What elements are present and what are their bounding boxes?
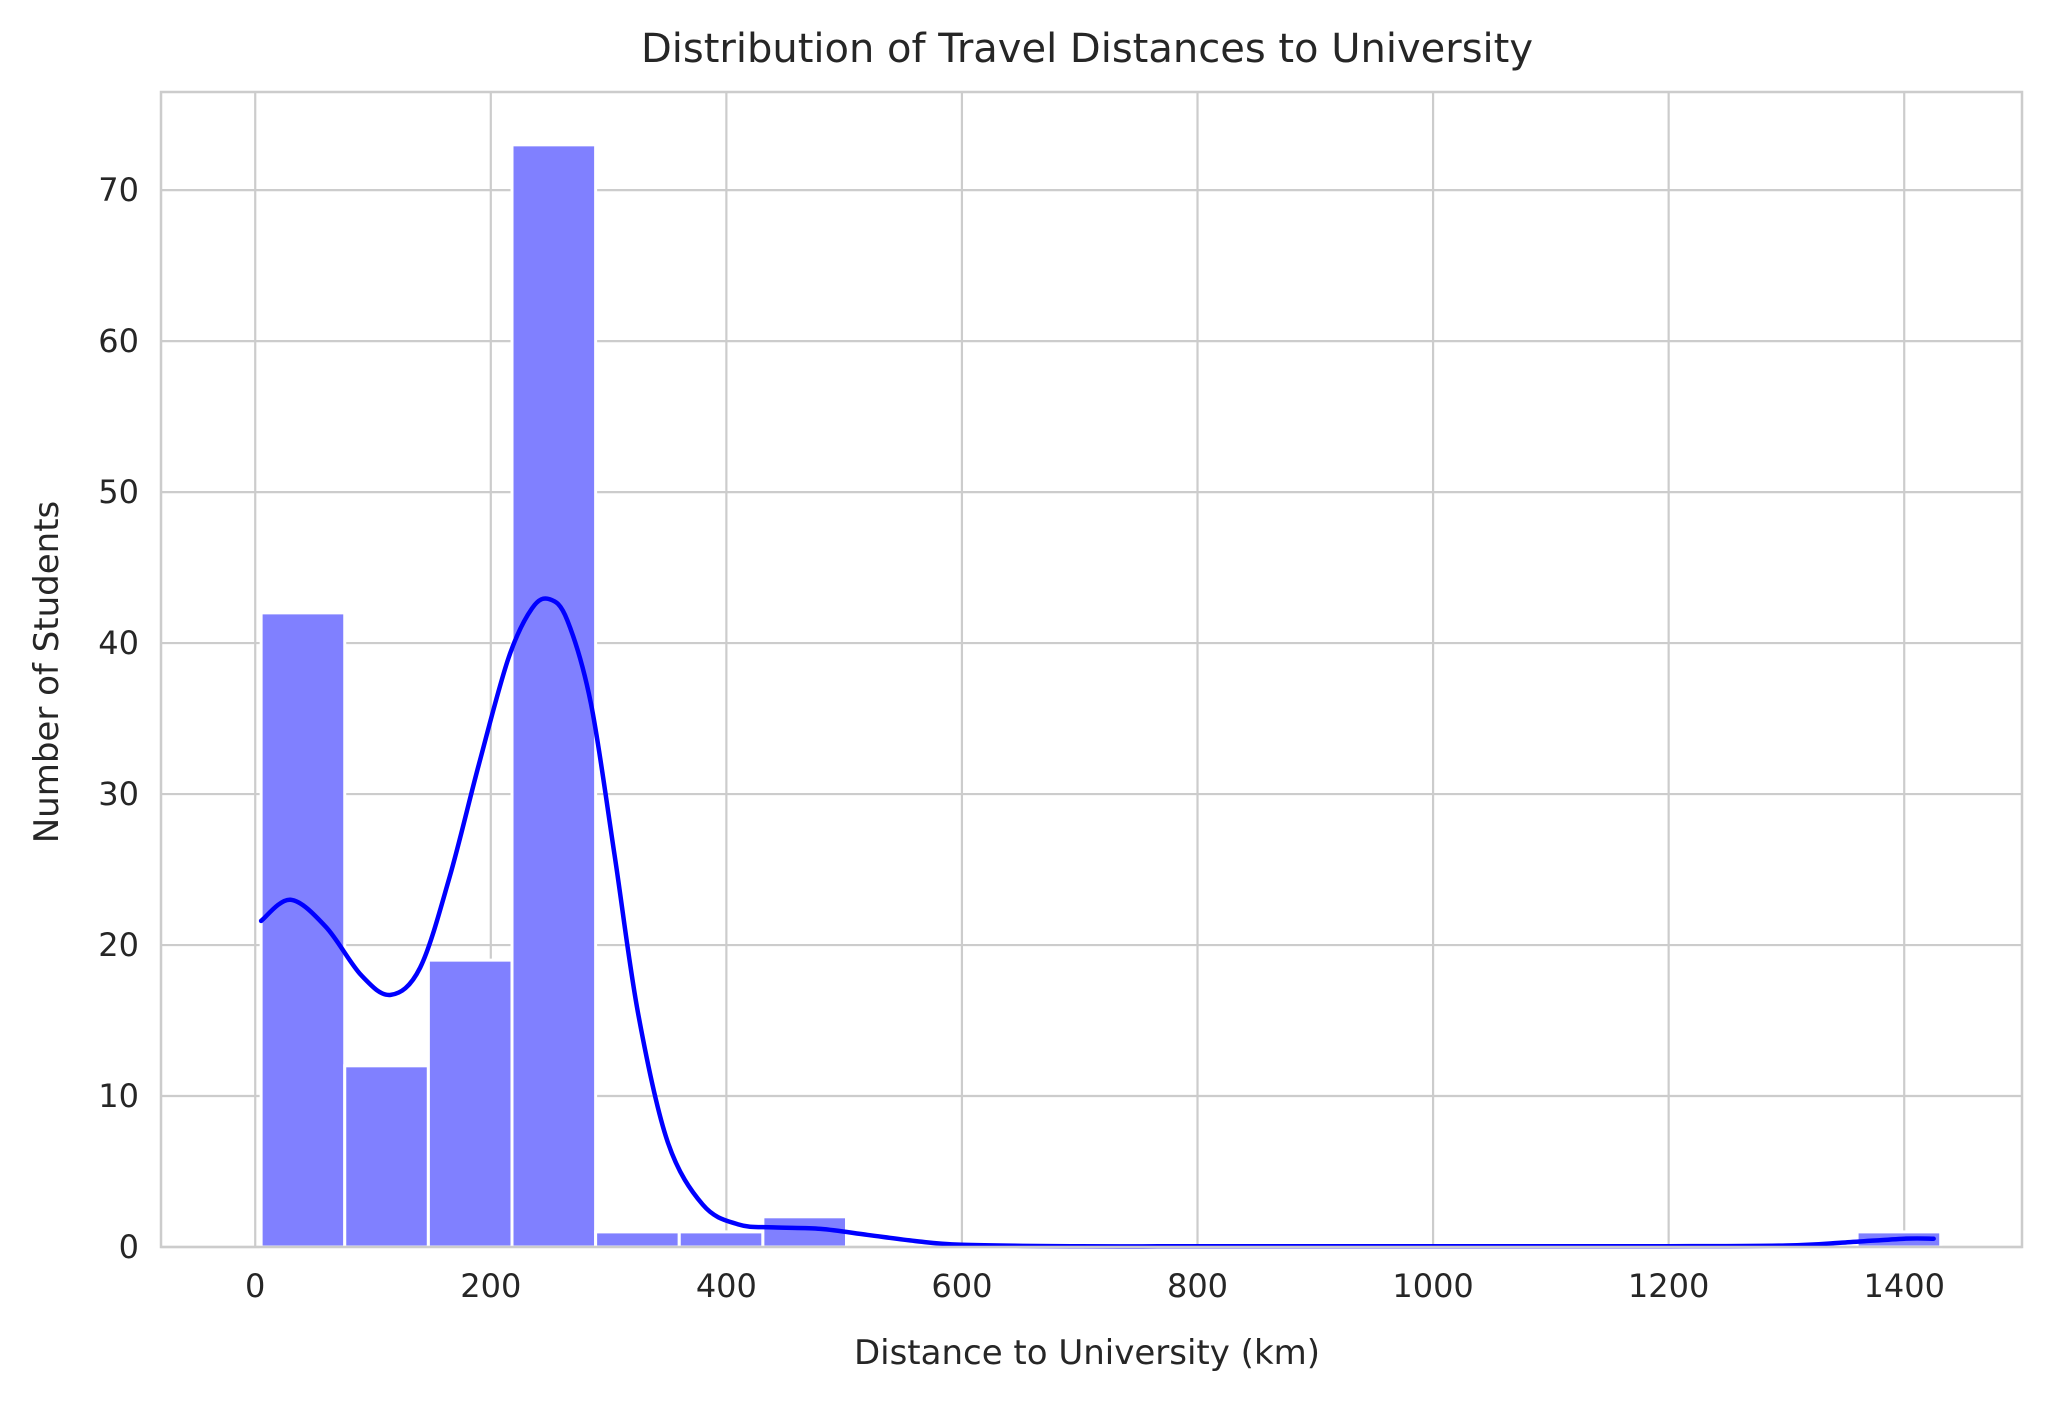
y-tick-label: 20	[98, 926, 139, 964]
axes-frame	[159, 90, 2024, 1249]
x-tick-label: 1000	[1392, 1267, 1473, 1305]
x-tick-label: 0	[245, 1267, 265, 1305]
x-tick-labels: 0 200 400 600 800 1000 1200 1400	[245, 1267, 1945, 1305]
x-axis-label: Distance to University (km)	[854, 1333, 1320, 1373]
histogram-bars	[259, 143, 1943, 1249]
x-tick-label: 400	[696, 1267, 757, 1305]
y-tick-label: 10	[98, 1077, 139, 1115]
histogram-bar	[510, 143, 598, 1249]
y-tick-label: 40	[98, 624, 139, 662]
chart-title: Distribution of Travel Distances to Univ…	[641, 26, 1533, 72]
x-tick-label: 800	[1167, 1267, 1228, 1305]
histogram-bar	[677, 1230, 765, 1249]
histogram-bar	[343, 1064, 430, 1249]
histogram-bar	[594, 1230, 681, 1249]
x-tick-label: 1400	[1863, 1267, 1944, 1305]
x-tick-label: 200	[460, 1267, 521, 1305]
y-tick-label: 0	[119, 1228, 139, 1266]
y-tick-label: 30	[98, 775, 139, 813]
x-tick-label: 600	[931, 1267, 992, 1305]
histogram-bar	[426, 958, 514, 1249]
histogram-bar	[259, 611, 347, 1249]
y-tick-labels: 0 10 20 30 40 50 60 70	[98, 171, 139, 1266]
y-tick-label: 50	[98, 473, 139, 511]
axes-border	[159, 90, 2024, 1249]
y-tick-label: 60	[98, 322, 139, 360]
y-tick-label: 70	[98, 171, 139, 209]
x-tick-label: 1200	[1628, 1267, 1709, 1305]
y-axis-label: Number of Students	[27, 501, 67, 844]
